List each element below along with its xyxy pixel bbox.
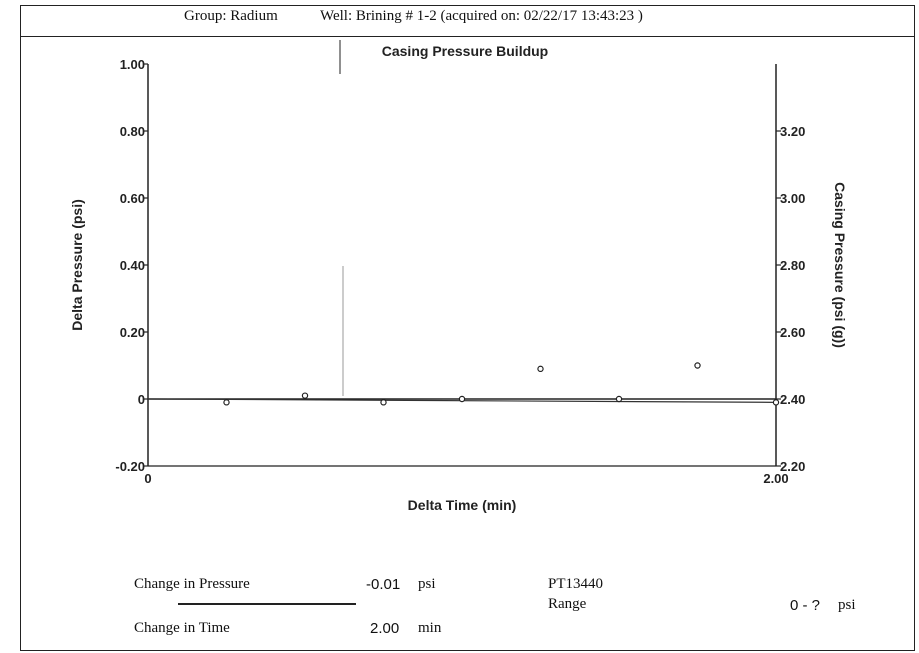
sensor-id: PT13440 (548, 576, 604, 592)
y2-tick-label: 2.60 (780, 325, 805, 340)
y2-tick-label: 2.20 (780, 459, 805, 474)
bottom-border (20, 650, 915, 651)
report-header: Group: Radium Well: Brining # 1-2 (acqui… (0, 6, 919, 28)
top-border (20, 5, 915, 6)
header-divider (20, 36, 915, 37)
casing-pressure-chart: 1.000.800.600.400.200-0.203.203.002.802.… (69, 40, 848, 513)
data-point (694, 362, 701, 369)
y-tick-label: 0.60 (120, 191, 145, 206)
data-point (380, 399, 387, 406)
y2-axis-label: Casing Pressure (psi (g)) (832, 182, 848, 348)
y2-tick-label: 3.20 (780, 124, 805, 139)
change-pressure-unit: psi (418, 576, 436, 592)
range-label: Range (548, 596, 587, 612)
x-tick-label: 0 (144, 471, 151, 486)
data-point (223, 399, 230, 406)
change-time-unit: min (418, 620, 442, 636)
data-point (301, 392, 309, 399)
change-time-value: 2.00 (370, 620, 400, 637)
y2-tick-label: 2.40 (780, 392, 805, 407)
range-value: 0 - ? (790, 597, 821, 614)
right-border (914, 5, 915, 650)
x-tick-label: 2.00 (763, 471, 788, 486)
y-tick-label: 0.80 (120, 124, 145, 139)
data-point (615, 395, 623, 403)
y2-tick-label: 2.80 (780, 258, 805, 273)
change-time-label: Change in Time (134, 620, 230, 636)
separator-line (178, 603, 356, 605)
y-tick-label: -0.20 (115, 459, 145, 474)
x-axis-label: Delta Time (min) (408, 497, 517, 513)
y-tick-label: 0 (138, 392, 145, 407)
left-border (20, 5, 21, 650)
change-pressure-label: Change in Pressure (134, 576, 250, 592)
y2-tick-label: 3.00 (780, 191, 805, 206)
data-point (537, 365, 544, 373)
well-label: Well: Brining # 1-2 (acquired on: 02/22/… (320, 8, 643, 24)
group-label: Group: Radium (184, 8, 278, 24)
data-point (458, 395, 466, 403)
data-point (772, 399, 780, 406)
change-pressure-value: -0.01 (366, 576, 401, 593)
range-unit: psi (838, 597, 856, 613)
y-tick-label: 1.00 (120, 57, 145, 72)
y-tick-label: 0.20 (120, 325, 145, 340)
y-tick-label: 0.40 (120, 258, 145, 273)
y-axis-label: Delta Pressure (psi) (69, 199, 85, 331)
chart-title: Casing Pressure Buildup (382, 43, 548, 59)
